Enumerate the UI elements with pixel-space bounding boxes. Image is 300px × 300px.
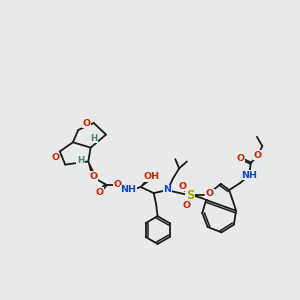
- Text: H: H: [77, 156, 84, 165]
- Polygon shape: [141, 176, 152, 187]
- Text: O: O: [96, 188, 104, 197]
- Text: O: O: [83, 118, 91, 127]
- Text: O: O: [178, 182, 186, 191]
- Text: O: O: [237, 154, 245, 163]
- Text: H: H: [90, 134, 97, 143]
- Text: O: O: [113, 180, 122, 189]
- Text: OH: OH: [143, 172, 160, 182]
- Text: N: N: [164, 185, 172, 194]
- Text: O: O: [90, 172, 98, 181]
- Text: O: O: [183, 201, 191, 210]
- Text: NH: NH: [241, 171, 257, 180]
- Text: NH: NH: [120, 185, 136, 194]
- Text: O: O: [206, 189, 214, 198]
- Text: O: O: [254, 151, 262, 160]
- Polygon shape: [88, 161, 95, 177]
- Text: S: S: [186, 189, 194, 202]
- Text: O: O: [51, 153, 59, 162]
